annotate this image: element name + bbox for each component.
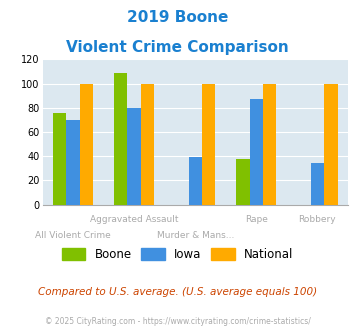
Legend: Boone, Iowa, National: Boone, Iowa, National <box>57 244 298 266</box>
Bar <box>127 108 141 205</box>
Bar <box>66 120 80 205</box>
Bar <box>141 83 154 205</box>
Bar <box>236 159 250 205</box>
Text: 2019 Boone: 2019 Boone <box>127 10 228 25</box>
Text: © 2025 CityRating.com - https://www.cityrating.com/crime-statistics/: © 2025 CityRating.com - https://www.city… <box>45 317 310 326</box>
Bar <box>189 157 202 205</box>
Text: Robbery: Robbery <box>299 214 336 223</box>
Bar <box>114 73 127 205</box>
Bar <box>250 99 263 205</box>
Bar <box>324 83 338 205</box>
Text: Rape: Rape <box>245 214 268 223</box>
Bar <box>311 163 324 205</box>
Text: Compared to U.S. average. (U.S. average equals 100): Compared to U.S. average. (U.S. average … <box>38 287 317 297</box>
Text: All Violent Crime: All Violent Crime <box>35 231 111 240</box>
Bar <box>202 83 215 205</box>
Bar <box>80 83 93 205</box>
Bar <box>53 113 66 205</box>
Text: Aggravated Assault: Aggravated Assault <box>90 214 179 223</box>
Text: Murder & Mans...: Murder & Mans... <box>157 231 234 240</box>
Bar <box>263 83 277 205</box>
Text: Violent Crime Comparison: Violent Crime Comparison <box>66 40 289 54</box>
